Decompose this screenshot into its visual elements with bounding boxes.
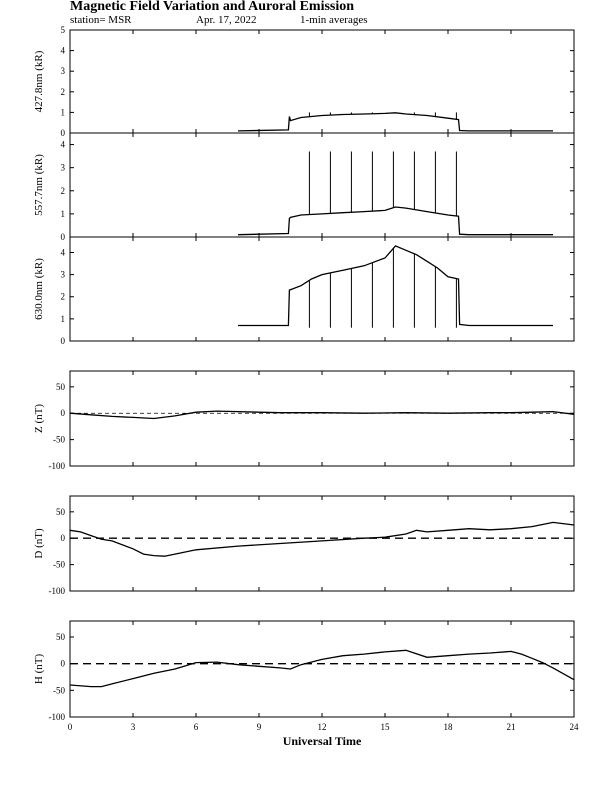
panel-3-ylabel: Z (nT): [33, 404, 45, 433]
x-axis-label: Universal Time: [283, 734, 362, 748]
panel-0-ytick-label: 1: [61, 107, 66, 117]
panel-5-frame: [69, 620, 575, 718]
panel-0-ytick-label: 5: [61, 25, 66, 35]
panel-4-ytick-label: 0: [61, 533, 66, 543]
panel-0-ytick-label: 0: [61, 128, 66, 138]
panel-5-ytick-label: 50: [56, 632, 66, 642]
panel-2-ytick-label: 3: [61, 270, 66, 280]
panel-3-ytick-label: -50: [53, 435, 65, 445]
xtick-label: 24: [570, 722, 580, 732]
panel-3-ytick-label: 50: [56, 382, 66, 392]
panel-3-series-line: [69, 410, 575, 420]
panel-5-ytick-label: -100: [49, 712, 66, 722]
panel-4-ytick-label: -50: [53, 560, 65, 570]
panel-0-ylabel: 427.8nm (kR): [33, 50, 45, 112]
panel-0-ytick-label: 4: [61, 46, 66, 56]
panel-1-ytick-label: 2: [61, 186, 66, 196]
panel-1-ytick-label: 4: [61, 140, 66, 150]
xtick-label: 9: [257, 722, 262, 732]
panel-2-series-line: [238, 245, 553, 327]
panel-3-ytick-label: 0: [61, 408, 66, 418]
panel-0-frame: [69, 29, 575, 134]
panel-1-ytick-label: 3: [61, 163, 66, 173]
panel-3-ytick-label: -100: [49, 461, 66, 471]
panel-0-series-line: [237, 112, 553, 132]
panel-4-ylabel: D (nT): [33, 528, 45, 559]
figure-title: Magnetic Field Variation and Auroral Emi…: [70, 0, 354, 14]
xtick-label: 6: [194, 722, 199, 732]
date-label: Apr. 17, 2022: [196, 14, 257, 26]
panel-4-ytick-label: 50: [56, 507, 66, 517]
xtick-label: 15: [381, 722, 391, 732]
panel-2-ylabel: 630.0nm (kR): [33, 258, 45, 320]
panel-5-ytick-label: -50: [53, 685, 65, 695]
panel-1-ylabel: 557.7nm (kR): [33, 154, 45, 216]
panel-1-ytick-label: 1: [61, 209, 66, 219]
panel-5-ylabel: H (nT): [33, 654, 45, 685]
averaging-label: 1-min averages: [300, 14, 368, 26]
xtick-label: 18: [444, 722, 454, 732]
xtick-label: 21: [507, 722, 516, 732]
panel-4-ytick-label: -100: [49, 586, 66, 596]
xtick-label: 3: [131, 722, 136, 732]
panel-5-ytick-label: 0: [61, 659, 66, 669]
panel-2-ytick-label: 1: [61, 314, 66, 324]
panel-1-frame: [69, 132, 575, 238]
panel-4-frame: [69, 495, 575, 592]
panel-5-series-line: [69, 649, 575, 688]
panel-0-ytick-label: 2: [61, 87, 66, 97]
panel-4-series-line: [69, 521, 575, 557]
panel-2-ytick-label: 0: [61, 336, 66, 346]
panel-2-ytick-label: 2: [61, 292, 66, 302]
panel-0-ytick-label: 3: [61, 66, 66, 76]
station-label: station= MSR: [70, 14, 132, 26]
xtick-label: 0: [68, 722, 73, 732]
panel-1-series-line: [237, 206, 553, 236]
xtick-label: 12: [318, 722, 327, 732]
panel-2-ytick-label: 4: [61, 247, 66, 257]
panel-1-ytick-label: 0: [61, 232, 66, 242]
